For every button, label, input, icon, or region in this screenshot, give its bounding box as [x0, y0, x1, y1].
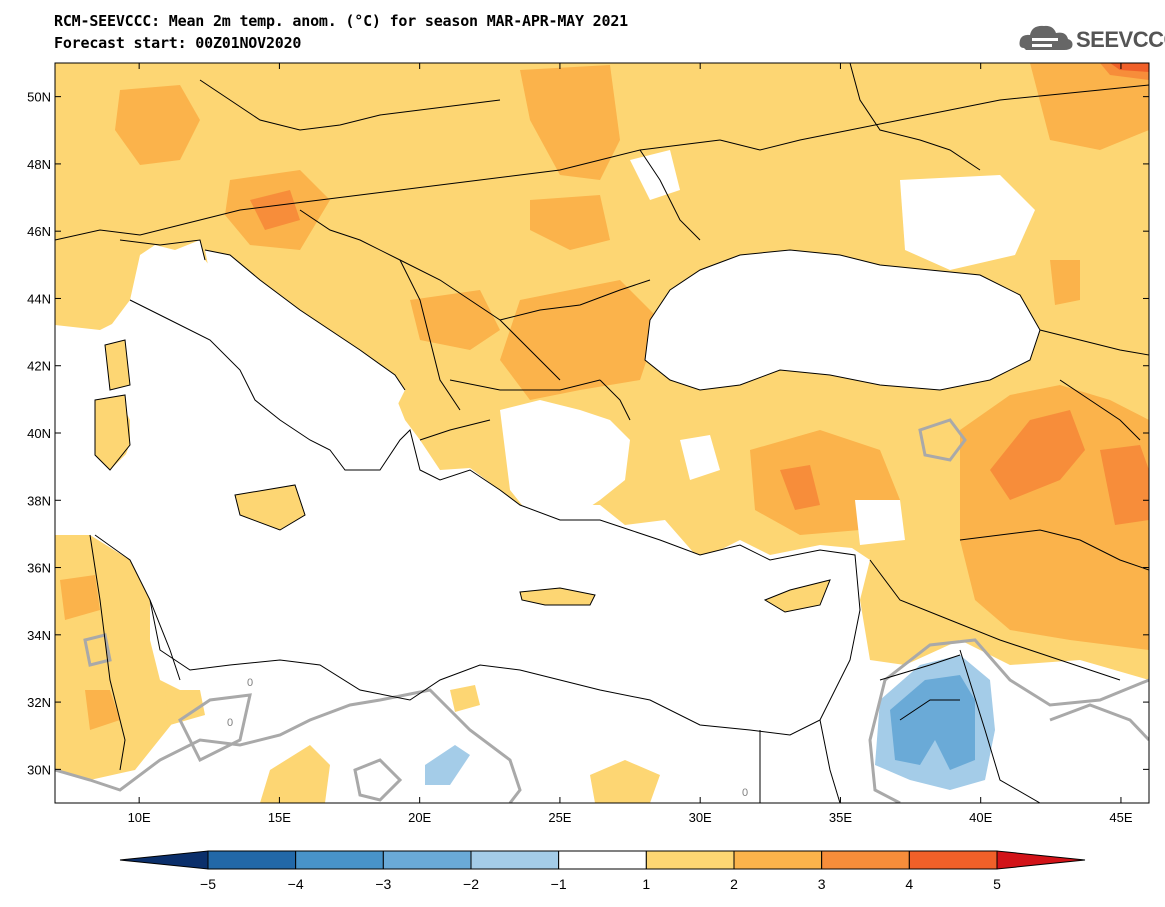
lat-tick-label: 40N [27, 426, 51, 441]
colorbar-bin [821, 850, 910, 870]
anomaly-field-3-4 [250, 190, 300, 230]
anomaly-field-3-4 [990, 410, 1085, 500]
lat-tick-label: 38N [27, 493, 51, 508]
forecast-start-subtitle: Forecast start: 00Z01NOV2020 [54, 34, 302, 52]
anomaly-field-2-3 [115, 85, 200, 165]
anomaly-gap [630, 150, 680, 200]
crete [520, 588, 595, 605]
colorbar-tick-label: −4 [288, 876, 304, 892]
contour-label: 0 [247, 677, 253, 689]
colorbar-bin [733, 850, 823, 870]
lat-tick-label: 50N [27, 90, 51, 105]
lat-tick-label: 32N [27, 695, 51, 710]
seevccc-logo: SEEVCCC [1018, 20, 1165, 54]
map-title: RCM-SEEVCCC: Mean 2m temp. anom. (°C) fo… [54, 12, 628, 30]
latitude-axis: 50N 48N 46N 44N 42N 40N 38N 36N 34N 32N 30N [27, 90, 1149, 777]
contour-label: 0 [742, 787, 748, 799]
colorbar: −5 −4 −3 −2 −1 1 2 3 4 5 [119, 850, 1086, 892]
lon-tick-label: 10E [128, 810, 151, 825]
coastlines [94, 249, 1041, 736]
lat-tick-label: 36N [27, 561, 51, 576]
colorbar-bin [470, 850, 560, 870]
lat-tick-label: 44N [27, 291, 51, 306]
colorbar-bin [207, 850, 297, 870]
lon-tick-label: 20E [408, 810, 431, 825]
anomaly-field-3-4 [780, 465, 820, 510]
lon-tick-label: 40E [969, 810, 992, 825]
anomaly-field-3-4 [1100, 445, 1149, 525]
adriatic-sea [205, 250, 405, 410]
colorbar-tick-label: 4 [905, 876, 913, 892]
lon-tick-label: 45E [1109, 810, 1132, 825]
lat-tick-label: 42N [27, 359, 51, 374]
colorbar-bin [645, 850, 735, 870]
lat-tick-label: 46N [27, 224, 51, 239]
colorbar-tick-label: −2 [463, 876, 479, 892]
contour-labels: 0 0 0 [227, 677, 748, 799]
anomaly-field-2-3 [60, 575, 100, 620]
cloud-icon [1019, 25, 1073, 50]
lat-tick-label: 30N [27, 762, 51, 777]
anomaly-field-2-3 [1030, 63, 1149, 150]
lat-tick-label: 34N [27, 628, 51, 643]
colorbar-tick-label: −5 [200, 876, 216, 892]
longitude-axis: 10E 15E 20E 25E 30E 35E 40E 45E [128, 63, 1133, 825]
contour-label: 0 [227, 717, 233, 729]
anomaly-field-neg-1-2 [425, 745, 470, 785]
lon-tick-label: 15E [268, 810, 291, 825]
anomaly-field-neg-2-3 [890, 675, 975, 770]
sicily [235, 485, 305, 530]
anomaly-gap [855, 500, 905, 545]
colorbar-bin [908, 850, 998, 870]
lon-tick-label: 30E [689, 810, 712, 825]
lat-tick-label: 48N [27, 157, 51, 172]
anomaly-field-2-3 [85, 690, 120, 730]
country-borders [55, 63, 1149, 803]
colorbar-bin [558, 850, 647, 870]
anomaly-gap [680, 435, 720, 480]
black-sea [645, 250, 1040, 390]
cyprus [765, 580, 830, 612]
colorbar-tick-label: 2 [730, 876, 738, 892]
anomaly-field-1-2 [165, 690, 205, 725]
anomaly-field-4-5 [1110, 63, 1149, 72]
aegean-sea [500, 400, 630, 520]
lon-tick-label: 35E [829, 810, 852, 825]
zero-contours [55, 418, 1149, 803]
logo-text: SEEVCCC [1076, 27, 1165, 52]
colorbar-bin [295, 850, 384, 870]
colorbar-tick-label: 3 [818, 876, 826, 892]
colorbar-tick-label: −3 [375, 876, 391, 892]
colorbar-high-extension [996, 850, 1086, 870]
anomaly-field-2-3 [530, 195, 610, 250]
anomaly-field-2-3 [1050, 260, 1080, 305]
colorbar-tick-label: 5 [993, 876, 1001, 892]
colorbar-tick-label: 1 [642, 876, 650, 892]
anomaly-field-1-2 [450, 685, 480, 712]
colorbar-bin [382, 850, 472, 870]
sardinia [95, 395, 130, 470]
anomaly-field-1-2 [260, 745, 330, 803]
colorbar-tick-label: −1 [551, 876, 567, 892]
colorbar-low-extension [119, 850, 209, 870]
mediterranean-sea [95, 300, 860, 735]
anomaly-field-2-3 [520, 65, 620, 180]
lon-tick-label: 25E [548, 810, 571, 825]
corsica [105, 340, 130, 390]
anomaly-gap [900, 175, 1035, 270]
anomaly-field-1-2 [590, 760, 660, 803]
